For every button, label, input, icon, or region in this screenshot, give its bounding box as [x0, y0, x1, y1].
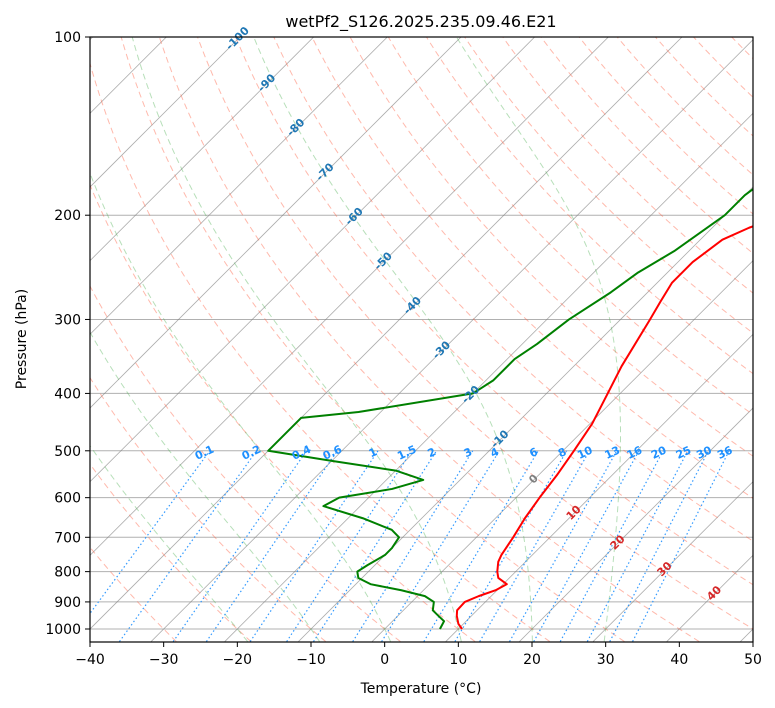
mixing-ratio-line: [381, 450, 500, 642]
dry-adiabat-line: [90, 61, 551, 642]
y-tick-label: 700: [54, 530, 81, 546]
dry-adiabat-line: [464, 37, 753, 334]
moist-adiabat-line: [90, 331, 320, 642]
mixing-ratio-line: [479, 450, 590, 642]
moist-adiabat-line: [131, 37, 462, 642]
moist-adiabat-lines: [90, 37, 621, 642]
isotherm-line: [519, 407, 753, 642]
dry-adiabat-line: [158, 37, 700, 642]
plot-frame: [89, 36, 754, 643]
dry-adiabat-line: [90, 376, 326, 642]
x-tick-label: −30: [149, 652, 179, 668]
y-tick-label: 100: [54, 30, 81, 46]
moist-adiabat-line: [90, 444, 249, 642]
mixing-ratio-line: [205, 450, 338, 642]
isotherm-line: [371, 260, 753, 642]
mixing-ratio-line: [90, 450, 211, 615]
isotherm-line: [592, 481, 753, 642]
isotherm-line: [90, 37, 683, 630]
profile-series: [267, 187, 753, 630]
isotherm-lines: [90, 37, 753, 642]
isotherm-line: [90, 37, 609, 556]
x-tick-label: 0: [380, 652, 389, 668]
isotherm-line: [445, 333, 753, 642]
moist-adiabat-line: [253, 37, 533, 642]
dry-adiabat-line: [120, 37, 625, 642]
mixing-ratio-label: 25: [674, 444, 693, 462]
isotherm-line: [90, 37, 241, 188]
x-axis-ticks: −40 −30 −20 −10 0 10 20 30 40 50: [75, 642, 762, 668]
y-tick-label: 600: [54, 491, 81, 507]
dry-adiabat-line: [90, 463, 252, 642]
mixing-ratio-line: [119, 450, 258, 642]
isotherm-line: [90, 37, 536, 483]
mixing-ratio-label: 16: [625, 443, 645, 461]
isotherm-line: [224, 112, 753, 642]
y-tick-label: 200: [54, 208, 81, 224]
moist-adiabat-line: [90, 171, 392, 642]
mixing-ratio-line: [423, 450, 539, 642]
isotherm-line: [150, 39, 753, 642]
mixing-ratio-label: 30: [694, 443, 714, 461]
mixing-ratio-line: [509, 450, 618, 642]
mixing-ratio-line: [454, 450, 568, 642]
isotherm-line: [298, 186, 753, 642]
y-axis-title: Pressure (hPa): [14, 289, 30, 389]
temperature-profile-line: [455, 225, 753, 630]
mixing-ratio-line: [533, 450, 640, 642]
y-tick-label: 800: [54, 565, 81, 581]
mixing-ratio-line: [559, 450, 664, 642]
y-tick-label: 400: [54, 386, 81, 402]
x-tick-label: 10: [449, 652, 467, 668]
x-tick-label: −20: [223, 652, 253, 668]
dry-adiabat-line: [235, 37, 753, 586]
y-tick-label: 1000: [45, 622, 81, 638]
x-tick-label: 30: [597, 652, 615, 668]
y-axis-ticks: 1000 900 800 700 600 500 400 300 200 100: [45, 30, 90, 638]
y-tick-label: 500: [54, 444, 81, 460]
isotherm-line: [90, 37, 462, 409]
x-tick-label: 50: [744, 652, 762, 668]
x-axis-title: Temperature (°C): [360, 681, 482, 697]
x-tick-label: 20: [523, 652, 541, 668]
pressure-grid: [90, 37, 753, 630]
y-tick-label: 900: [54, 595, 81, 611]
dry-adiabat-line: [502, 37, 753, 294]
x-tick-label: −10: [296, 652, 326, 668]
x-tick-label: 40: [670, 652, 688, 668]
dry-adiabat-line: [311, 37, 753, 499]
dry-adiabat-line: [273, 37, 753, 542]
y-tick-label: 300: [54, 312, 81, 328]
plot-area: [90, 37, 753, 642]
mixing-ratio-label: 36: [715, 443, 735, 461]
mixing-ratio-line: [352, 450, 474, 642]
chart-title: wetPf2_S126.2025.235.09.46.E21: [285, 12, 556, 32]
mixing-ratio-line: [172, 450, 308, 642]
dewpoint-profile-line: [267, 187, 753, 630]
x-tick-label: −40: [75, 652, 105, 668]
mixing-ratio-label: 13: [603, 444, 622, 462]
mixing-ratio-label: 10: [575, 443, 595, 461]
isotherm-line: [90, 37, 315, 262]
isotherm-line: [90, 37, 388, 335]
mixing-ratio-label: 20: [649, 443, 669, 461]
